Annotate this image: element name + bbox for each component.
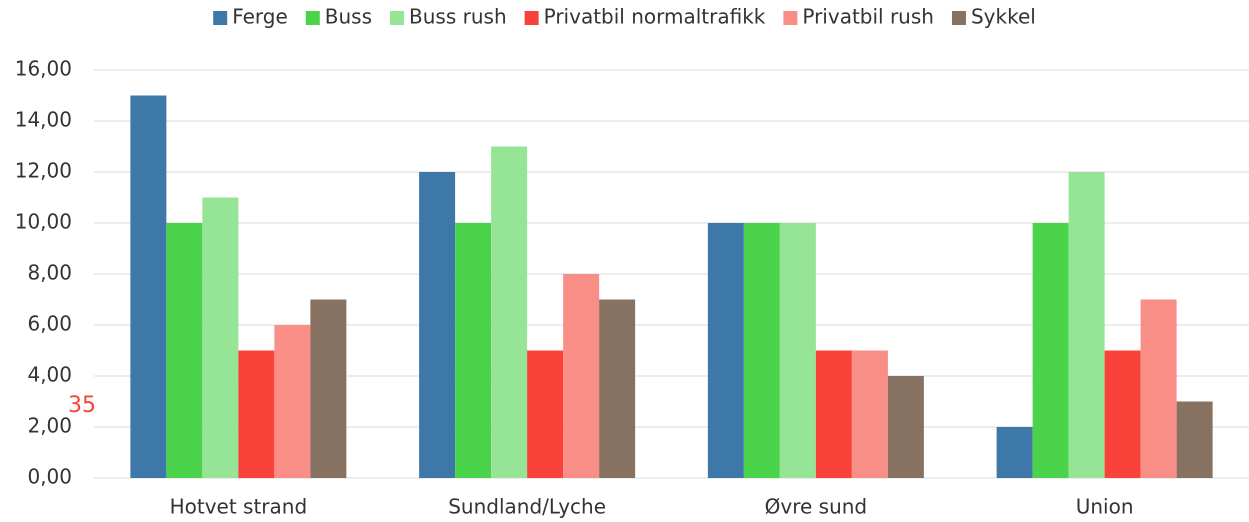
bar bbox=[491, 146, 528, 478]
bar bbox=[779, 223, 816, 478]
bar bbox=[1140, 299, 1177, 478]
y-tick-label: 0,00 bbox=[27, 465, 72, 489]
bar bbox=[130, 95, 167, 478]
legend-label: Privatbil rush bbox=[802, 5, 934, 29]
bar bbox=[815, 350, 852, 478]
bar bbox=[996, 427, 1033, 478]
bar bbox=[527, 350, 564, 478]
bar bbox=[1068, 172, 1105, 478]
y-tick-label: 14,00 bbox=[15, 108, 72, 132]
legend-label: Ferge bbox=[232, 5, 288, 29]
bar bbox=[274, 325, 311, 478]
x-tick-label: Union bbox=[1076, 495, 1134, 519]
bar bbox=[166, 223, 203, 478]
y-tick-label: 4,00 bbox=[27, 363, 72, 387]
bar bbox=[1176, 401, 1213, 478]
y-tick-label: 10,00 bbox=[15, 210, 72, 234]
bar bbox=[743, 223, 780, 478]
x-tick-label: Hotvet strand bbox=[170, 495, 308, 519]
legend: Ferge Buss Buss rush Privatbil normaltrafik… bbox=[213, 5, 1036, 29]
legend-label: Sykkel bbox=[971, 5, 1036, 29]
legend-swatch bbox=[783, 11, 798, 25]
bar bbox=[1032, 223, 1069, 478]
bar bbox=[310, 299, 347, 478]
y-tick-label: 6,00 bbox=[27, 312, 72, 336]
bar bbox=[238, 350, 275, 478]
legend-swatch bbox=[213, 11, 228, 25]
plot: 0,00 2,00 4,00 6,00 8,00 10,00 12,00 14,00 16,00… bbox=[15, 57, 1249, 519]
bar bbox=[887, 376, 924, 478]
bar bbox=[419, 172, 456, 478]
bar bbox=[599, 299, 636, 478]
legend-label: Privatbil normaltrafikk bbox=[544, 5, 766, 29]
legend-label: Buss bbox=[325, 5, 372, 29]
legend-label: Buss rush bbox=[409, 5, 507, 29]
x-tick-label: Sundland/Lyche bbox=[448, 495, 606, 519]
y-tick-label: 2,00 bbox=[27, 414, 72, 438]
y-tick-label: 16,00 bbox=[15, 57, 72, 81]
legend-swatch bbox=[951, 11, 966, 25]
bar bbox=[851, 350, 888, 478]
legend-swatch bbox=[305, 11, 320, 25]
bar bbox=[455, 223, 492, 478]
annotation: 35 bbox=[68, 393, 96, 418]
bar bbox=[563, 274, 600, 478]
bar bbox=[202, 197, 239, 478]
legend-swatch bbox=[390, 11, 405, 25]
y-tick-label: 12,00 bbox=[15, 159, 72, 183]
legend-swatch bbox=[524, 11, 539, 25]
bar bbox=[1104, 350, 1141, 478]
y-tick-label: 8,00 bbox=[27, 261, 72, 285]
bar bbox=[707, 223, 744, 478]
x-tick-label: Øvre sund bbox=[765, 495, 868, 519]
